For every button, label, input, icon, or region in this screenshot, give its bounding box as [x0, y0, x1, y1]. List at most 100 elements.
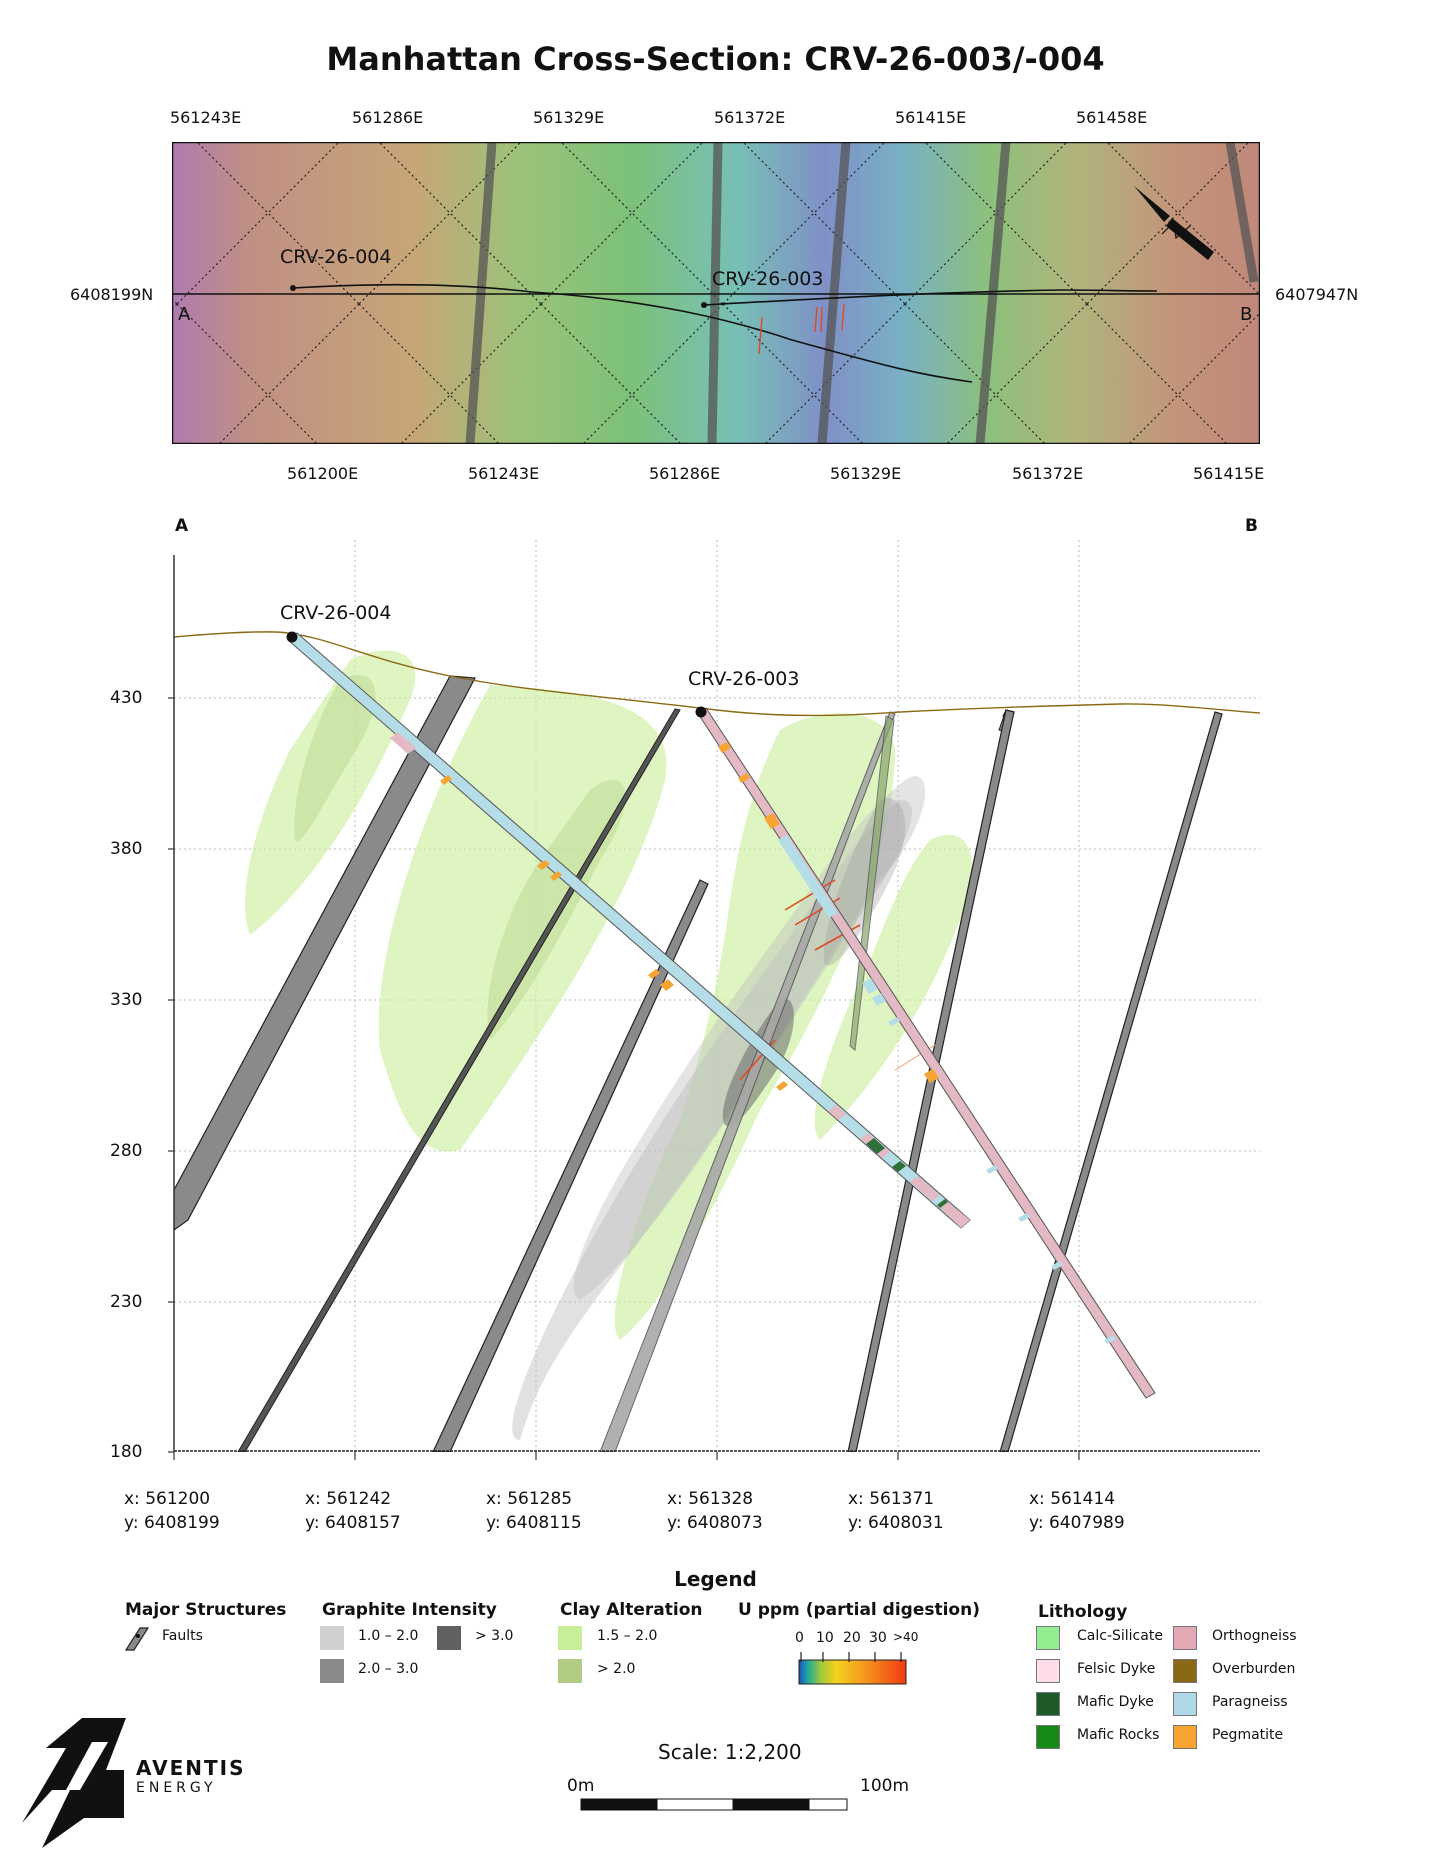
- hole-interval-pegmatite: [537, 860, 550, 870]
- lith-swatch-overburden: [1173, 1659, 1197, 1683]
- hole-interval-paragneiss: [1018, 1213, 1030, 1222]
- legend-graphite-low: 1.0 – 2.0: [358, 1628, 419, 1644]
- map-hole-label-004: CRV-26-004: [280, 246, 392, 268]
- lith-swatch-orthogneiss: [1173, 1626, 1197, 1650]
- clay-zone: [814, 834, 973, 1140]
- clay-high-swatch: [558, 1659, 582, 1683]
- map-top-easting: 561415E: [895, 108, 967, 127]
- hole-collar-003[interactable]: [695, 706, 707, 718]
- clay-zone: [614, 713, 896, 1340]
- hole-interval-orthogneiss: [910, 1176, 940, 1201]
- hole-interval-orthogneiss: [828, 1105, 846, 1120]
- u-anomaly-mark: [814, 924, 861, 951]
- map-top-easting: 561329E: [533, 108, 605, 127]
- logo-sub: ENERGY: [136, 1780, 217, 1796]
- legend-clay-low: 1.5 – 2.0: [597, 1628, 658, 1644]
- map-top-easting: 561286E: [352, 108, 424, 127]
- fault-zone: [174, 675, 476, 1231]
- map-fault-trace: [975, 141, 1011, 445]
- u-tick-label: 20: [843, 1630, 861, 1646]
- map-frame: [171, 141, 1261, 445]
- map-fault-trace: [817, 141, 851, 445]
- cross-section[interactable]: [0, 500, 1431, 1500]
- lith-label: Calc-Silicate: [1077, 1628, 1163, 1644]
- lith-label: Mafic Rocks: [1077, 1727, 1160, 1743]
- station-label: x: 561328 y: 6408073: [667, 1489, 763, 1533]
- elevation-label: 280: [110, 1141, 143, 1161]
- map-bottom-easting: 561243E: [468, 464, 540, 483]
- station-label: x: 561242 y: 6408157: [305, 1489, 401, 1533]
- u-colorbar: [798, 1652, 907, 1685]
- u-tick-label: 0: [795, 1630, 804, 1646]
- hole-interval-paragneiss: [872, 993, 886, 1006]
- map-top-easting: 561243E: [170, 108, 242, 127]
- legend-faults-label: Faults: [162, 1628, 203, 1644]
- lith-swatch-calc-silicate: [1036, 1626, 1060, 1650]
- hole-interval-pegmatite: [718, 742, 731, 753]
- clay-zone: [378, 685, 667, 1152]
- clay-zone-strong: [294, 674, 376, 842]
- elevation-label: 230: [110, 1292, 143, 1312]
- station-label: x: 561371 y: 6408031: [848, 1489, 944, 1533]
- north-arrow-icon: [1134, 186, 1214, 260]
- lith-swatch-mafic-rocks: [1036, 1725, 1060, 1749]
- page-title: Manhattan Cross-Section: CRV-26-003/-004: [326, 40, 1105, 78]
- hole-collar-004[interactable]: [286, 631, 298, 643]
- map-fault-trace: [1225, 141, 1259, 283]
- lith-label: Orthogneiss: [1212, 1628, 1297, 1644]
- station-label: x: 561200 y: 6408199: [124, 1489, 220, 1533]
- elevation-label: 330: [110, 990, 143, 1010]
- clay-low-swatch: [558, 1626, 582, 1650]
- u-anomaly-mark: [814, 306, 818, 333]
- u-tick-label: >40: [893, 1630, 919, 1644]
- hole-interval-pegmatite: [776, 1081, 788, 1091]
- map-top-easting: 561458E: [1076, 108, 1148, 127]
- u-tick-label: 10: [816, 1630, 834, 1646]
- legend-uranium-heading: U ppm (partial digestion): [738, 1600, 980, 1620]
- legend-title: Legend: [674, 1567, 757, 1591]
- hole-interval-pegmatite: [648, 969, 660, 979]
- elevation-label: 430: [110, 688, 143, 708]
- hole-interval-pegmatite: [738, 773, 750, 783]
- hole-interval-paragneiss: [795, 861, 838, 918]
- fault-zone: [849, 715, 895, 1051]
- graphite-zone: [512, 800, 912, 1440]
- lith-swatch-felsic-dyke: [1036, 1659, 1060, 1683]
- hole-interval-paragneiss: [1104, 1335, 1116, 1344]
- hole-interval-paragneiss: [986, 1165, 998, 1174]
- hole-interval-paragneiss: [888, 1017, 900, 1026]
- lith-swatch-paragneiss: [1173, 1692, 1197, 1716]
- section-hole-label-004: CRV-26-004: [280, 602, 392, 624]
- plan-map[interactable]: CRV-26-004 CRV-26-003 A B: [171, 141, 1261, 445]
- graphite-high-swatch: [437, 1626, 461, 1650]
- u-anomaly-mark: [758, 316, 763, 355]
- aventis-logo-icon: [22, 1718, 126, 1848]
- map-top-easting: 561372E: [714, 108, 786, 127]
- map-right-northing: 6407947N: [1275, 285, 1359, 304]
- hole-interval-orthogneiss: [390, 732, 416, 754]
- u-anomaly-mark: [820, 306, 823, 333]
- legend-clay-heading: Clay Alteration: [560, 1600, 703, 1620]
- hole-trace-004: [292, 283, 973, 383]
- map-fault-trace: [465, 141, 497, 445]
- hole-interval-orthogneiss: [940, 1202, 970, 1228]
- hole-interval-paragneiss: [862, 978, 878, 994]
- fault-zone: [432, 879, 709, 1452]
- section-hole-label-003: CRV-26-003: [688, 668, 800, 690]
- lith-label: Felsic Dyke: [1077, 1661, 1156, 1677]
- map-bottom-easting: 561372E: [1012, 464, 1084, 483]
- map-fault-trace: [707, 141, 723, 445]
- hole-interval-pegmatite: [550, 871, 562, 881]
- u-anomaly-mark: [784, 879, 836, 911]
- hole-interval-pegmatite: [764, 813, 780, 829]
- map-hole-label-003: CRV-26-003: [712, 268, 824, 290]
- fault-legend-icon: [124, 1627, 150, 1651]
- elevation-label: 180: [110, 1442, 143, 1462]
- hole-interval-mafic-dyke: [866, 1138, 885, 1154]
- lith-swatch-mafic-dyke: [1036, 1692, 1060, 1716]
- legend-graphite-heading: Graphite Intensity: [322, 1600, 497, 1620]
- map-left-northing: 6408199N: [70, 285, 154, 304]
- hole-interval-pegmatite: [924, 1069, 939, 1083]
- elevation-ticks: [168, 697, 174, 1453]
- station-ticks: [173, 1452, 1080, 1460]
